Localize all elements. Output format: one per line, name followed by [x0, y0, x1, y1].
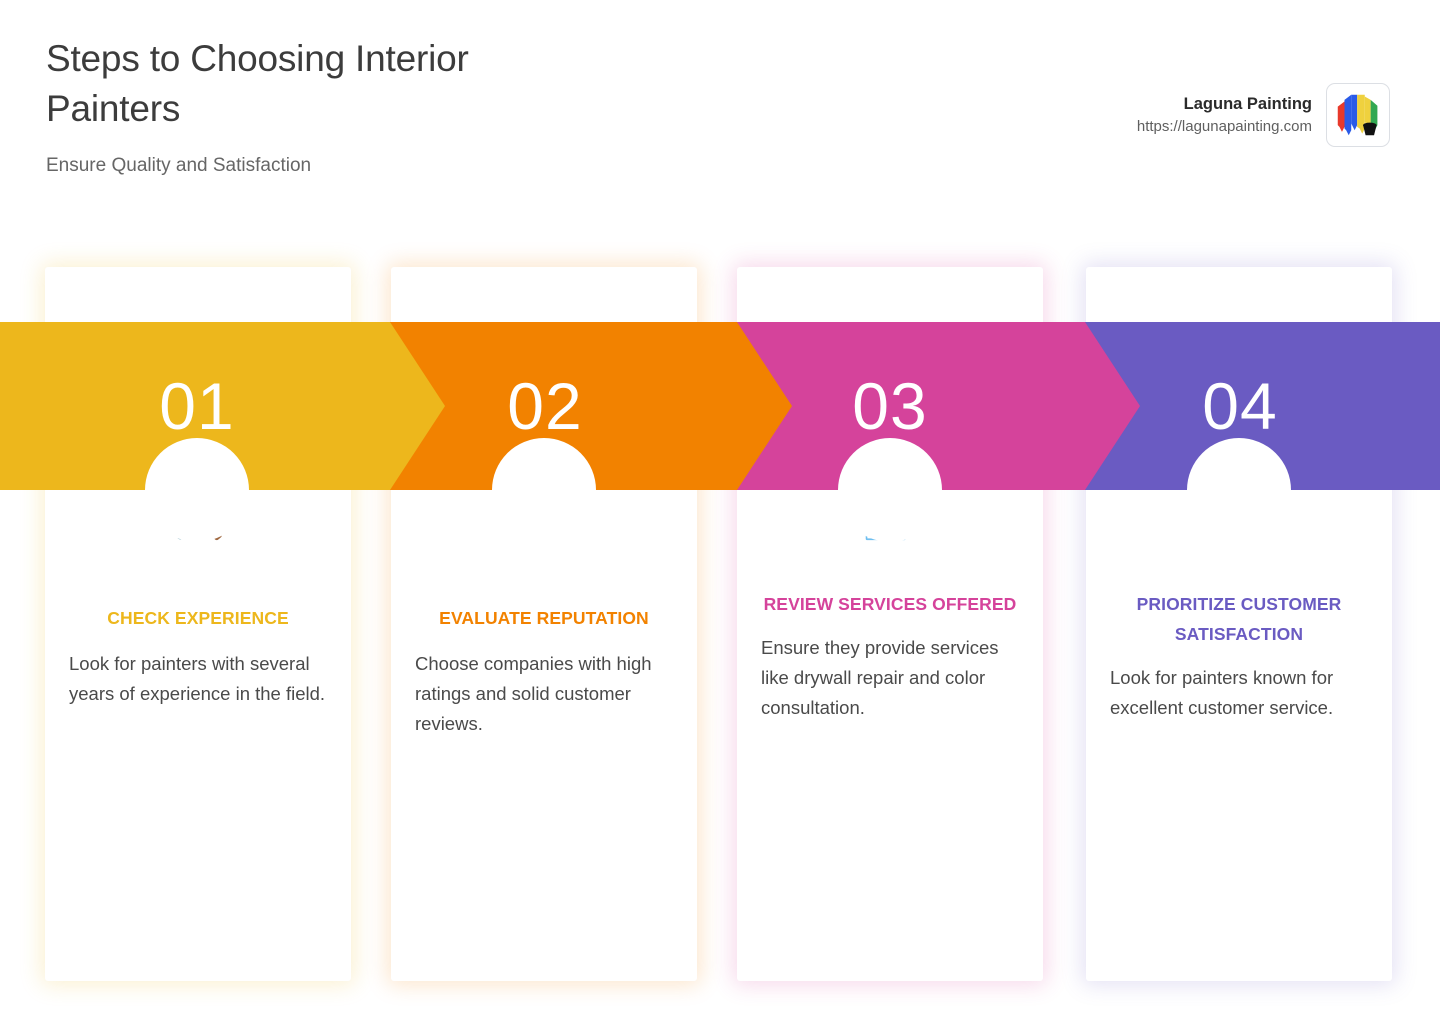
icon-notch-1 — [145, 438, 249, 542]
step-card-1-body: Look for painters with several years of … — [69, 653, 326, 704]
brand-url[interactable]: https://lagunapainting.com — [1136, 117, 1312, 135]
icon-notch-3 — [838, 438, 942, 542]
paint-drip-bucket-logo-icon — [1326, 83, 1390, 147]
brand-name: Laguna Painting — [1183, 94, 1312, 113]
title-block: Steps to Choosing Interior Painters Ensu… — [46, 34, 666, 179]
step-card-1-content: 🛠️ CHECK EXPERIENCE Look for painters wi… — [45, 489, 351, 709]
page-title: Steps to Choosing Interior Painters — [46, 38, 469, 129]
step-card-4-heading: PRIORITIZE CUSTOMER SATISFACTION — [1136, 594, 1342, 644]
step-card-2-heading: EVALUATE REPUTATION — [439, 608, 649, 628]
step-number-2: 02 — [507, 369, 583, 443]
icon-notch-2 — [492, 438, 596, 542]
page-subtitle: Ensure Quality and Satisfaction — [46, 155, 312, 176]
step-number-4: 04 — [1202, 369, 1278, 443]
step-card-2-body: Choose companies with high ratings and s… — [415, 653, 652, 734]
page-header: Steps to Choosing Interior Painters Ensu… — [0, 0, 1440, 230]
step-card-3-body: Ensure they provide services like drywal… — [761, 637, 999, 718]
step-card-3-heading: REVIEW SERVICES OFFERED — [763, 594, 1017, 614]
step-number-3: 03 — [852, 369, 928, 443]
brand-text: Laguna Painting https://lagunapainting.c… — [1137, 93, 1312, 138]
icon-notch-4 — [1187, 438, 1291, 542]
brand-block: Laguna Painting https://lagunapainting.c… — [1137, 83, 1390, 147]
step-card-1-heading: CHECK EXPERIENCE — [107, 608, 289, 628]
step-number-1: 01 — [159, 369, 235, 443]
step-card-4-body: Look for painters known for excellent cu… — [1110, 667, 1334, 718]
